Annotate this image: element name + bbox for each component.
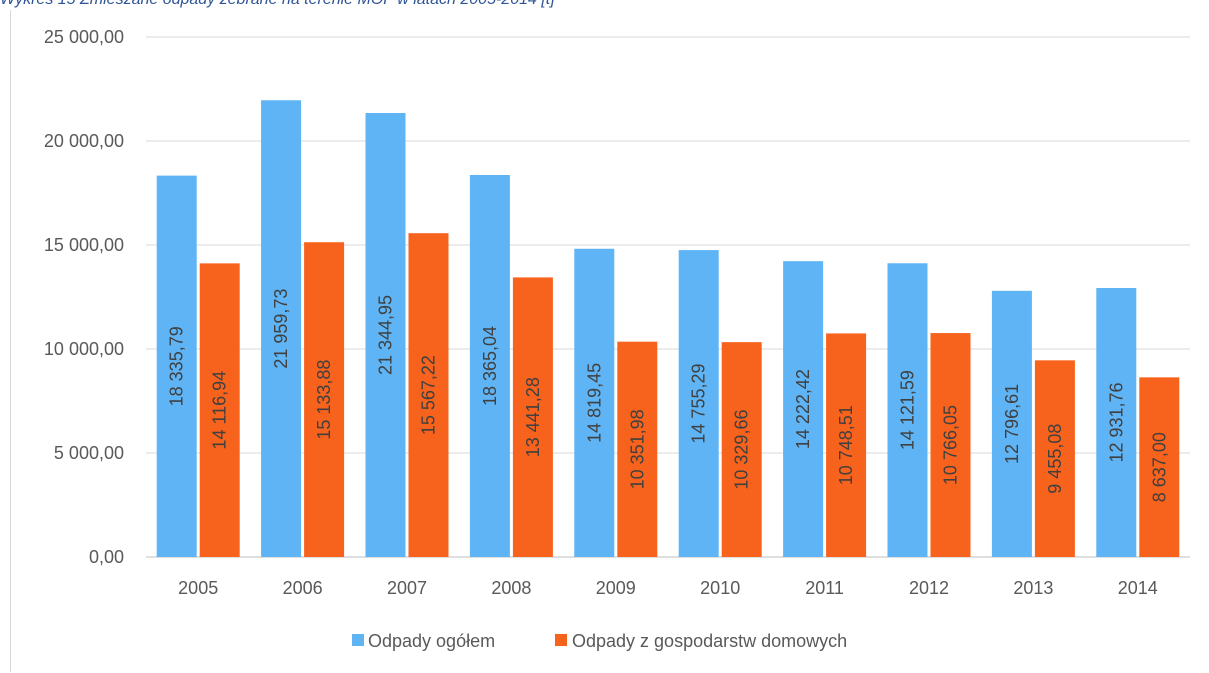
- data-label: 14 819,45: [584, 363, 604, 443]
- chart-frame: [10, 10, 1209, 672]
- bar-total: [469, 175, 510, 557]
- data-label: 14 121,59: [898, 370, 918, 450]
- y-tick-label: 15 000,00: [44, 235, 124, 255]
- legend-swatch-household: [555, 634, 567, 646]
- legend-swatch-total: [352, 634, 364, 646]
- bar-total: [678, 250, 719, 557]
- x-tick-label: 2011: [805, 578, 844, 598]
- x-tick-label: 2006: [283, 578, 323, 598]
- x-tick-label: 2010: [700, 578, 740, 598]
- bar-total: [991, 290, 1032, 557]
- y-tick-label: 0,00: [89, 547, 124, 567]
- bar-household: [512, 277, 553, 557]
- bar-total: [156, 175, 197, 557]
- bar-household: [304, 242, 345, 557]
- y-tick-label: 25 000,00: [44, 27, 124, 47]
- data-label: 15 567,22: [419, 355, 439, 435]
- bar-household: [1034, 360, 1075, 557]
- data-label: 12 931,76: [1106, 382, 1126, 462]
- data-label: 10 748,51: [836, 405, 856, 485]
- x-tick-label: 2008: [491, 578, 531, 598]
- data-label: 10 351,98: [627, 409, 647, 489]
- data-label: 15 133,88: [314, 360, 334, 440]
- data-label: 14 755,29: [689, 364, 709, 444]
- chart-caption: Wykres 15 Zmieszane odpady zebrane na te…: [0, 0, 555, 9]
- legend-label-household: Odpady z gospodarstw domowych: [572, 631, 847, 651]
- bar-household: [1139, 377, 1180, 557]
- bar-total: [887, 263, 928, 557]
- data-label: 10 329,66: [732, 410, 752, 490]
- data-label: 21 959,73: [271, 289, 291, 369]
- bar-household: [199, 263, 240, 557]
- x-tick-label: 2012: [909, 578, 949, 598]
- data-label: 12 796,61: [1002, 384, 1022, 464]
- bar-total: [261, 100, 302, 558]
- bar-household: [617, 341, 658, 557]
- data-label: 14 116,94: [210, 371, 230, 450]
- bar-total: [783, 261, 824, 557]
- data-label: 9 455,08: [1045, 424, 1065, 494]
- bar-total: [365, 113, 406, 558]
- bar-total: [1096, 288, 1137, 557]
- x-tick-label: 2009: [596, 578, 636, 598]
- y-tick-label: 10 000,00: [44, 339, 124, 359]
- data-label: 10 766,05: [941, 405, 961, 485]
- bar-household: [408, 233, 449, 557]
- data-label: 18 365,04: [480, 326, 500, 406]
- bar-total: [574, 248, 615, 558]
- x-tick-label: 2014: [1118, 578, 1158, 598]
- data-label: 8 637,00: [1149, 432, 1169, 502]
- legend-label-total: Odpady ogółem: [368, 631, 495, 651]
- x-tick-label: 2007: [387, 578, 427, 598]
- x-tick-label: 2013: [1013, 578, 1053, 598]
- bar-household: [721, 342, 762, 557]
- y-tick-label: 5 000,00: [54, 443, 124, 463]
- data-label: 14 222,42: [793, 369, 813, 449]
- data-label: 21 344,95: [376, 295, 396, 375]
- bar-household: [930, 333, 971, 557]
- y-tick-label: 20 000,00: [44, 131, 124, 151]
- data-label: 18 335,79: [167, 326, 187, 406]
- x-tick-label: 2005: [178, 578, 218, 598]
- data-label: 13 441,28: [523, 377, 543, 457]
- bar-household: [826, 333, 867, 557]
